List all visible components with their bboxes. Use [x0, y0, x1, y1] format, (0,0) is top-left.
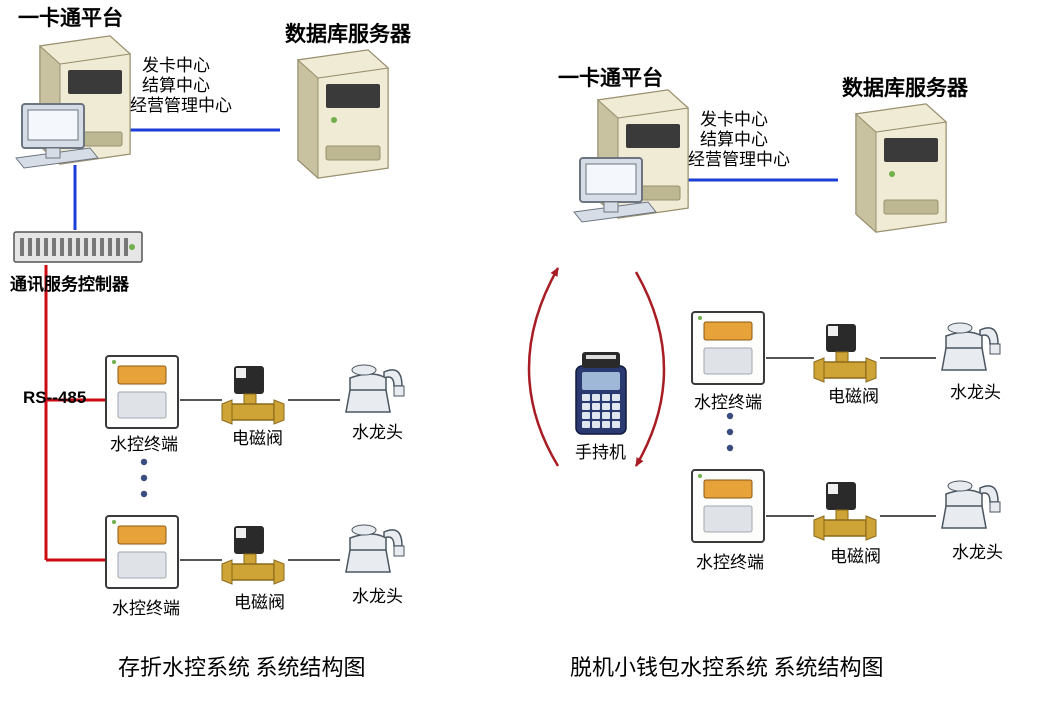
solenoid-valve-icon: [814, 482, 876, 540]
label-left_tap1: 水龙头: [352, 418, 403, 443]
ellipsis-dot: [141, 475, 147, 481]
solenoid-valve-icon: [814, 324, 876, 382]
label-left_ops3: 经营管理中心: [130, 91, 232, 116]
label-left_dbserver: 数据库服务器: [285, 18, 411, 48]
water-terminal-icon: [692, 312, 764, 384]
label-comm_ctrl: 通讯服务控制器: [10, 270, 129, 295]
sync-arrow-down: [636, 272, 664, 466]
water-terminal-icon: [106, 516, 178, 588]
faucet-icon: [942, 481, 1000, 528]
label-left_valve2: 电磁阀: [234, 588, 285, 613]
solenoid-valve-icon: [222, 366, 284, 424]
server-icon: [574, 90, 688, 222]
label-left_term2: 水控终端: [112, 594, 180, 619]
label-right_term1: 水控终端: [694, 388, 762, 413]
controller-icon: [14, 232, 142, 262]
sync-arrow-up: [529, 268, 558, 466]
diagram-stage: 一卡通平台数据库服务器发卡中心结算中心经营管理中心通讯服务控制器RS--485水…: [0, 0, 1051, 701]
server-icon: [16, 36, 130, 168]
label-left_tap2: 水龙头: [352, 582, 403, 607]
label-left_term1: 水控终端: [110, 430, 178, 455]
label-right_dbserver: 数据库服务器: [842, 72, 968, 102]
label-right_valve1: 电磁阀: [828, 382, 879, 407]
ellipsis-dot: [141, 491, 147, 497]
faucet-icon: [346, 365, 404, 412]
water-terminal-icon: [106, 356, 178, 428]
label-right_platform: 一卡通平台: [558, 62, 663, 92]
label-right_ops3: 经营管理中心: [688, 145, 790, 170]
ellipsis-dot: [727, 413, 733, 419]
label-right_tap1: 水龙头: [950, 378, 1001, 403]
water-terminal-icon: [692, 470, 764, 542]
label-right_term2: 水控终端: [696, 548, 764, 573]
label-right_caption: 脱机小钱包水控系统 系统结构图: [570, 650, 884, 682]
solenoid-valve-icon: [222, 526, 284, 584]
ellipsis-dot: [727, 429, 733, 435]
label-left_valve1: 电磁阀: [232, 424, 283, 449]
ellipsis-dot: [727, 445, 733, 451]
label-handheld: 手持机: [575, 438, 626, 463]
label-left_platform: 一卡通平台: [18, 2, 123, 32]
label-right_tap2: 水龙头: [952, 538, 1003, 563]
faucet-icon: [942, 323, 1000, 370]
faucet-icon: [346, 525, 404, 572]
server-icon: [856, 104, 946, 232]
label-rs485: RS--485: [23, 388, 86, 408]
label-right_valve2: 电磁阀: [830, 542, 881, 567]
server-icon: [298, 50, 388, 178]
label-left_caption: 存折水控系统 系统结构图: [118, 650, 366, 682]
ellipsis-dot: [141, 459, 147, 465]
handheld-pos-icon: [576, 352, 626, 434]
